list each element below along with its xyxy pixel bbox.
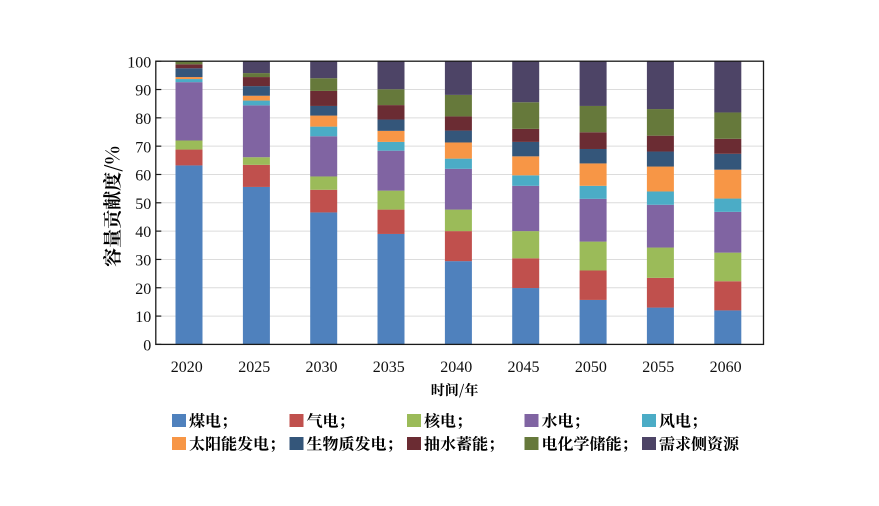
svg-text:2050: 2050 (575, 359, 607, 376)
svg-text:0: 0 (143, 338, 151, 355)
svg-text:50: 50 (135, 196, 151, 213)
svg-text:2030: 2030 (306, 359, 338, 376)
svg-text:30: 30 (135, 253, 151, 270)
svg-text:80: 80 (135, 111, 151, 128)
svg-text:60: 60 (135, 168, 151, 185)
svg-text:2025: 2025 (238, 359, 270, 376)
svg-text:20: 20 (135, 281, 151, 298)
svg-text:70: 70 (135, 139, 151, 156)
svg-text:2060: 2060 (710, 359, 742, 376)
svg-text:2040: 2040 (440, 359, 472, 376)
svg-text:40: 40 (135, 224, 151, 241)
svg-text:2035: 2035 (373, 359, 405, 376)
svg-text:10: 10 (135, 309, 151, 326)
svg-text:2020: 2020 (171, 359, 203, 376)
svg-text:90: 90 (135, 83, 151, 100)
svg-text:100: 100 (127, 54, 151, 71)
svg-text:2045: 2045 (508, 359, 540, 376)
svg-text:2055: 2055 (642, 359, 674, 376)
